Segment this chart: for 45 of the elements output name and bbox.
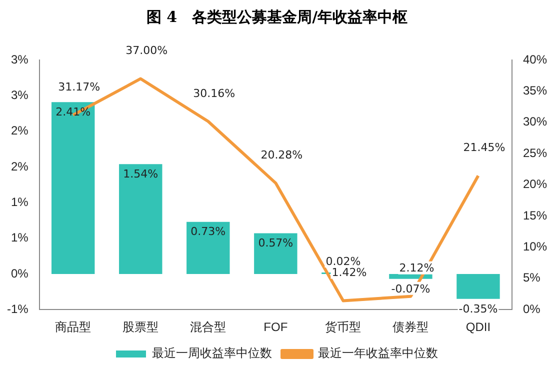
chart-title: 图 4 各类型公募基金周/年收益率中枢 (145, 8, 409, 27)
legend-label: 最近一周收益率中位数 (152, 346, 272, 360)
legend-label: 最近一年收益率中位数 (318, 346, 438, 360)
data-label: -0.35% (458, 302, 498, 316)
x-tick-label: FOF (264, 320, 288, 334)
y-tick-label: -1% (6, 302, 29, 316)
bar (254, 233, 298, 274)
y2-tick-label: 25% (522, 146, 548, 160)
data-label: 0.57% (258, 236, 294, 250)
data-label: 37.00% (126, 44, 168, 58)
y-tick-label: 0% (10, 266, 29, 280)
bar (186, 222, 230, 274)
x-tick-label: 商品型 (55, 320, 92, 334)
bar (51, 102, 95, 274)
x-tick-label: 货币型 (325, 320, 362, 334)
y2-tick-label: 35% (522, 84, 548, 98)
y-tick-label: 1% (10, 230, 29, 245)
data-label: 20.28% (260, 148, 303, 162)
data-label: -0.07% (391, 282, 430, 296)
y2-tick-label: 20% (522, 177, 548, 192)
data-label: 1.54% (123, 167, 158, 180)
x-tick-label: 债券型 (392, 320, 429, 334)
bar (119, 164, 162, 274)
x-tick-label: 股票型 (122, 320, 159, 334)
y2-tick-label: 5% (522, 270, 541, 285)
y2-tick-label: 10% (522, 240, 548, 254)
x-tick-label: QDII (466, 320, 491, 334)
data-label: 31.17% (58, 80, 100, 94)
y-tick-label: 2% (10, 159, 29, 174)
y-tick-label: 3% (10, 52, 29, 66)
y-tick-label: 1% (10, 194, 29, 209)
y-tick-label: 3% (10, 88, 29, 102)
data-label: 0.02% (326, 254, 361, 268)
y2-tick-label: 0% (522, 302, 541, 316)
bar (456, 274, 500, 299)
data-label: 21.45% (463, 141, 506, 154)
x-tick-label: 混合型 (190, 320, 226, 334)
y-tick-label: 2% (10, 124, 29, 138)
y2-tick-label: 30% (522, 114, 548, 129)
data-label: 0.73% (190, 225, 226, 238)
data-label: 30.16% (193, 86, 236, 100)
data-label: 1.42% (332, 266, 367, 280)
y2-tick-label: 40% (522, 52, 548, 66)
data-label: 2.12% (399, 262, 434, 275)
y2-tick-label: 15% (522, 208, 548, 222)
